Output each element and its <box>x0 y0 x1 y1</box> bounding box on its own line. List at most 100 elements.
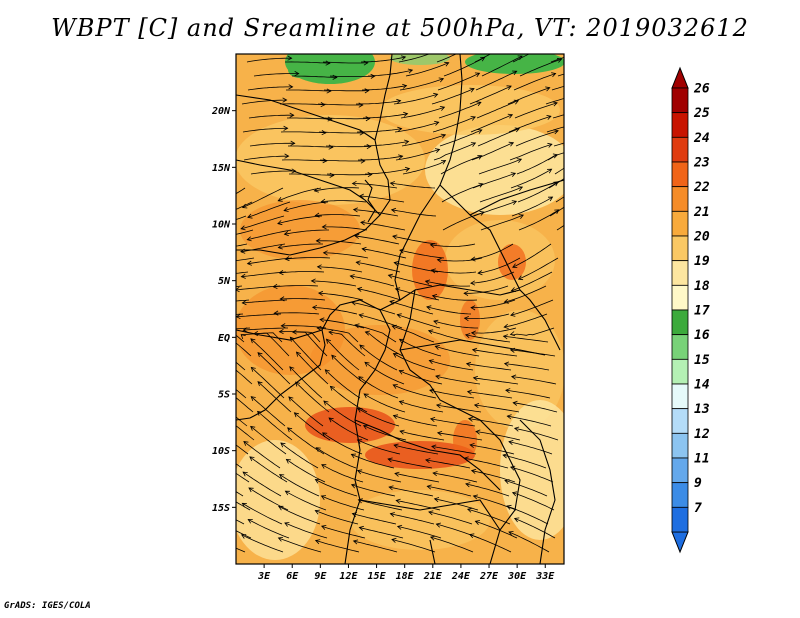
streamline <box>431 88 475 105</box>
streamline-arrowhead <box>279 474 285 479</box>
streamline-arrowhead <box>551 72 557 78</box>
streamline <box>430 536 474 553</box>
streamline-arrowhead <box>311 305 318 311</box>
streamline-arrowhead <box>428 510 434 516</box>
streamline-arrowhead <box>241 300 247 306</box>
streamline-arrowhead <box>387 457 393 463</box>
latitude-axis: 20N 15N 10N 5N EQ 5S 10S 15S <box>211 106 236 514</box>
streamline-arrowhead <box>273 310 279 316</box>
streamline <box>358 499 403 511</box>
streamline <box>315 214 361 217</box>
streamline-arrowhead <box>280 323 286 329</box>
streamline-arrowhead <box>552 101 558 107</box>
colorbar-label: 24 <box>693 131 710 146</box>
streamline-arrowhead <box>257 352 263 358</box>
streamline-arrowhead <box>398 400 405 406</box>
streamline <box>472 349 518 357</box>
streamline-arrowhead <box>323 400 329 406</box>
streamline-arrowhead <box>465 482 471 488</box>
streamline <box>241 215 285 230</box>
streamline-arrowhead <box>470 305 476 311</box>
streamline-arrowhead <box>240 334 246 340</box>
streamline-arrowhead <box>278 329 284 335</box>
streamline <box>555 196 564 203</box>
streamline <box>351 301 396 315</box>
streamline-arrowhead <box>349 274 355 280</box>
colorbar-swatch <box>671 309 689 336</box>
streamline-arrowhead <box>392 353 399 358</box>
streamline <box>316 240 362 245</box>
streamline-arrowhead <box>547 196 554 202</box>
lat-tick-label: 10N <box>212 220 231 231</box>
colorbar-swatch <box>671 235 689 262</box>
streamline <box>286 459 326 483</box>
streamline-arrowhead <box>424 279 431 285</box>
streamline <box>514 427 559 441</box>
streamline <box>243 441 281 469</box>
streamline <box>465 483 510 497</box>
colorbar-label: 17 <box>694 304 710 319</box>
streamline <box>430 418 476 427</box>
streamline <box>257 411 293 441</box>
streamline <box>509 143 553 161</box>
streamline <box>249 142 295 147</box>
streamline <box>513 402 558 413</box>
streamline <box>288 145 333 148</box>
streamline-arrowhead <box>393 261 399 266</box>
streamline-arrowhead <box>322 250 328 256</box>
streamline <box>391 209 437 217</box>
colorbar-swatch <box>671 334 689 360</box>
streamline <box>399 249 445 259</box>
streamline-arrowhead <box>432 471 438 477</box>
streamline-arrowhead <box>284 522 290 527</box>
streamline-arrowhead <box>364 361 370 367</box>
streamline <box>325 369 361 399</box>
streamline-arrowhead <box>289 366 295 372</box>
streamline-arrowhead <box>502 453 508 459</box>
streamline <box>242 299 288 304</box>
streamline-arrowhead <box>317 290 324 296</box>
streamline-arrowhead <box>585 91 589 95</box>
streamline-arrowhead <box>246 236 252 242</box>
colorbar-bottom-arrow <box>671 531 689 554</box>
streamline <box>279 474 320 497</box>
streamline <box>236 389 247 399</box>
streamline-arrowhead <box>556 57 563 63</box>
streamline <box>431 446 477 455</box>
streamline-arrowhead <box>205 502 210 506</box>
streamline-arrowhead <box>400 55 407 61</box>
streamline-arrowhead <box>287 55 293 61</box>
streamline-arrowhead <box>249 456 255 462</box>
streamline-arrowhead <box>426 305 432 311</box>
streamline <box>253 73 299 77</box>
streamline <box>287 117 332 120</box>
streamline <box>392 325 435 343</box>
streamline-arrowhead <box>204 203 208 207</box>
streamline <box>363 425 407 441</box>
streamline-arrowhead <box>510 311 516 317</box>
streamline-arrowhead <box>236 287 240 293</box>
streamline-arrowhead <box>513 517 520 523</box>
streamline-arrowhead <box>247 519 253 524</box>
streamline-arrowhead <box>289 336 295 342</box>
streamline <box>236 444 249 455</box>
streamline-arrowhead <box>435 403 442 409</box>
streamline <box>551 85 564 91</box>
country-borders <box>236 54 564 564</box>
streamline-arrowhead <box>315 238 321 244</box>
colorbar-swatch <box>671 136 689 163</box>
streamline-arrowhead <box>350 453 357 459</box>
colorbar-label: 16 <box>694 328 710 343</box>
streamline-arrowhead <box>358 525 365 531</box>
streamline-arrowhead <box>404 139 410 145</box>
streamline-arrowhead <box>284 490 290 496</box>
streamline <box>248 519 290 539</box>
streamline <box>433 472 478 483</box>
streamline <box>429 360 474 371</box>
streamline <box>399 401 444 413</box>
streamline-arrowhead <box>589 204 594 208</box>
chart-title: WBPT [C] and Sreamline at 500hPa, VT: 20… <box>51 14 749 42</box>
streamline <box>473 495 517 511</box>
streamline-arrowhead <box>431 294 438 299</box>
streamline <box>247 86 293 91</box>
